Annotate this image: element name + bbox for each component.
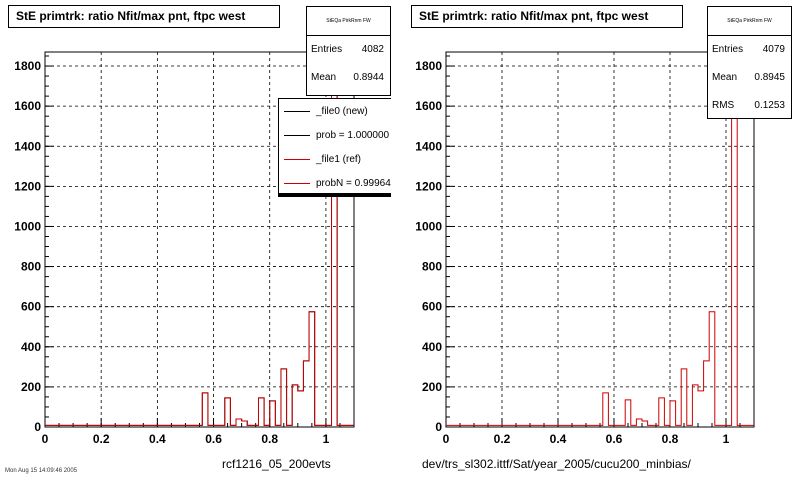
y-tick-label: 400: [21, 340, 41, 354]
y-tick-label: 1000: [14, 219, 41, 233]
x-tick-label: 0.6: [606, 432, 623, 446]
legend-label-probn: probN = 0.99964: [316, 177, 391, 189]
right-stats-mean-value: 0.8945: [754, 72, 785, 83]
legend-entry-new: _file0 (new): [279, 99, 391, 123]
y-tick-label: 1400: [14, 139, 41, 153]
left-stats-mean-label: Mean: [311, 72, 337, 83]
legend-label-new: _file0 (new): [316, 105, 368, 117]
x-tick-label: 0.4: [550, 432, 567, 446]
y-tick-label: 800: [21, 260, 41, 274]
left-x-axis-label: rcf1216_05_200evts: [222, 457, 331, 471]
right-stats-entries-label: Entries: [712, 44, 744, 55]
left-stats-mean-row: Mean 0.8944: [307, 64, 390, 92]
left-series-secondary-line: [45, 70, 354, 426]
legend-entry-prob: prob = 1.000000: [279, 123, 391, 147]
right-stats-header: StEQa PirkRnm FW: [708, 7, 791, 36]
y-tick-label: 1600: [415, 99, 442, 113]
y-tick-label: 400: [422, 340, 442, 354]
y-tick-label: 200: [422, 380, 442, 394]
y-tick-label: 600: [21, 300, 41, 314]
right-stats-box: StEQa PirkRnm FW Entries 4079 Mean 0.894…: [707, 6, 792, 119]
y-tick-label: 1200: [14, 179, 41, 193]
y-tick-label: 1000: [415, 219, 442, 233]
x-tick-label: 0.8: [261, 432, 278, 446]
left-stats-entries-label: Entries: [311, 44, 343, 55]
legend-label-ref: _file1 (ref): [316, 153, 362, 165]
y-tick-label: 1200: [415, 179, 442, 193]
left-stats-box: StEQa PirkRnm FW Entries 4082 Mean 0.894…: [306, 6, 391, 96]
right-stats-mean-row: Mean 0.8945: [708, 64, 791, 92]
left-plot-title: StE primtrk: ratio Nfit/max pnt, ftpc we…: [8, 5, 280, 28]
y-tick-label: 1800: [415, 59, 442, 73]
footer-date: Mon Aug 15 14:09:46 2005: [5, 468, 78, 474]
x-tick-label: 0: [443, 432, 450, 446]
histogram-plot-reference: 0 0.2 0.4 0.6 0.8 1 0 200 400 600 800 1000 1200 1400 1…: [415, 51, 755, 446]
x-tick-label: 1: [723, 432, 730, 446]
x-tick-label: 0.6: [205, 432, 222, 446]
right-stats-rms-row: RMS 0.1253: [708, 92, 791, 120]
right-plot-title: StE primtrk: ratio Nfit/max pnt, ftpc we…: [411, 5, 683, 28]
x-tick-label: 0.4: [149, 432, 166, 446]
y-tick-label: 600: [422, 300, 442, 314]
legend-swatch-prob: [284, 134, 310, 136]
right-x-axis-label: dev/trs_sl302.ittf/Sat/year_2005/cucu200…: [422, 457, 691, 471]
right-stats-rms-label: RMS: [712, 100, 735, 111]
y-tick-label: 200: [21, 380, 41, 394]
right-stats-mean-label: Mean: [712, 72, 738, 83]
x-tick-label: 1: [323, 432, 330, 446]
y-tick-label: 1600: [14, 99, 41, 113]
legend-entry-ref: _file1 (ref): [279, 147, 391, 171]
y-tick-label: 0: [435, 420, 442, 434]
right-stats-entries-value: 4079: [762, 44, 785, 55]
legend-entry-probn: probN = 0.99964: [279, 171, 391, 193]
right-series-primary-line: [446, 70, 754, 426]
y-tick-label: 1800: [14, 59, 41, 73]
x-tick-label: 0: [42, 432, 49, 446]
legend-swatch-probn: [284, 182, 310, 184]
legend-label-prob: prob = 1.000000: [316, 129, 390, 141]
y-tick-label: 1400: [415, 139, 442, 153]
legend-swatch-ref: [284, 158, 310, 160]
y-tick-label: 800: [422, 260, 442, 274]
left-stats-header: StEQa PirkRnm FW: [307, 7, 390, 36]
legend-swatch-new: [284, 110, 310, 112]
left-stats-entries-row: Entries 4082: [307, 36, 390, 64]
right-stats-entries-row: Entries 4079: [708, 36, 791, 64]
right-stats-rms-value: 0.1253: [754, 100, 785, 111]
x-tick-label: 0.2: [494, 432, 511, 446]
left-stats-entries-value: 4082: [361, 44, 384, 55]
x-tick-label: 0.8: [662, 432, 679, 446]
x-tick-label: 0.2: [93, 432, 110, 446]
left-stats-mean-value: 0.8944: [353, 72, 384, 83]
y-tick-label: 0: [34, 420, 41, 434]
left-legend: _file0 (new) prob = 1.000000 _file1 (ref…: [278, 98, 391, 194]
